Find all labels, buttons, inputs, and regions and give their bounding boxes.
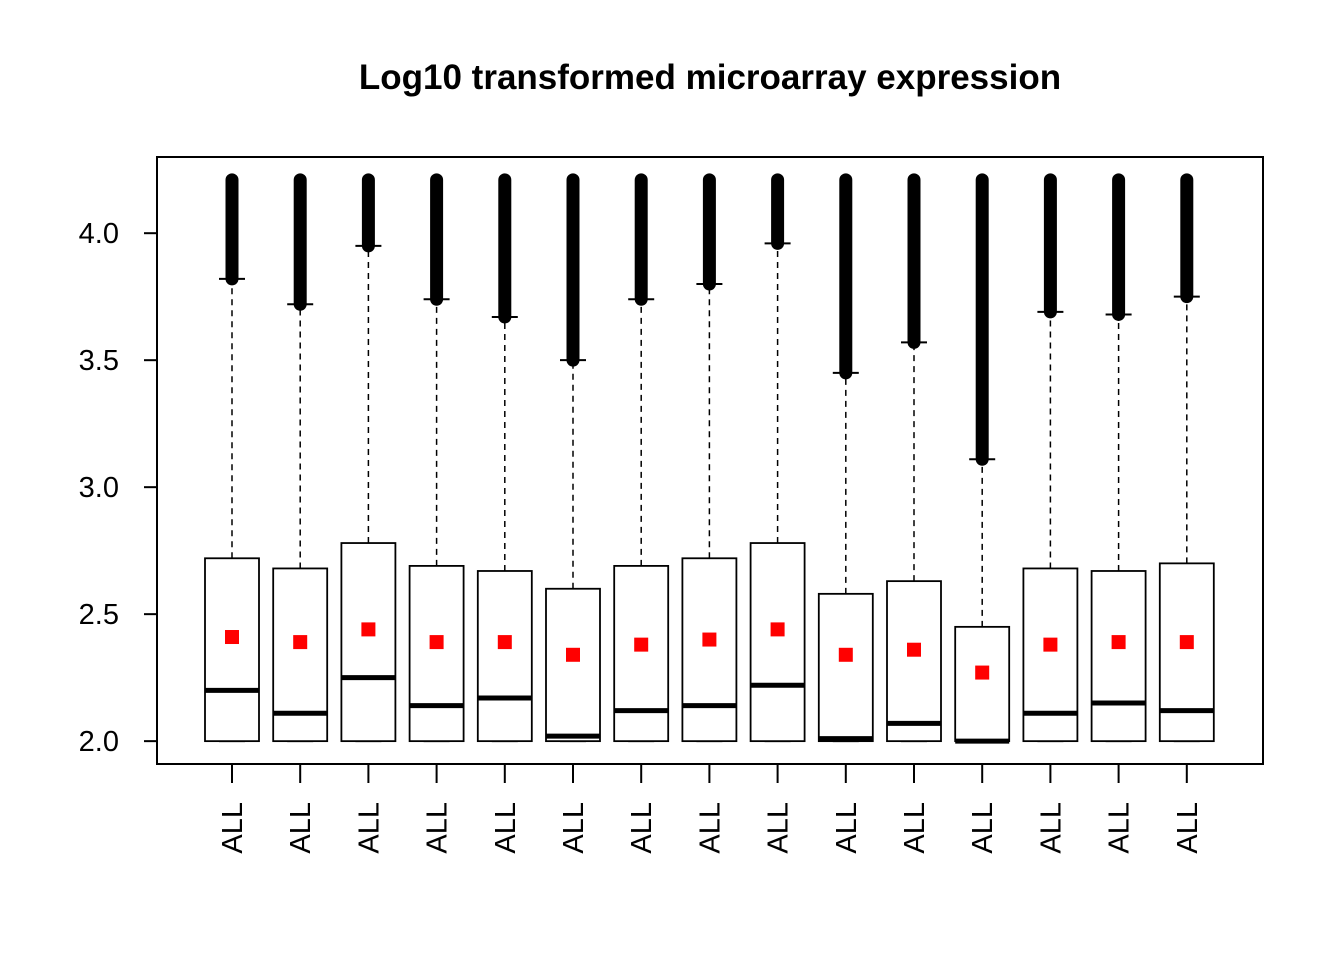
box-group (1158, 173, 1215, 743)
x-tick-label: ALL (899, 802, 931, 854)
y-tick-label: 4.0 (79, 218, 119, 250)
box-group (408, 173, 465, 743)
y-axis: 2.0 2.5 3.0 3.5 4.0 (79, 218, 158, 758)
x-tick-label: ALL (694, 802, 726, 854)
x-tick-label: ALL (1172, 802, 1204, 854)
box-group (817, 173, 874, 743)
box-group (340, 173, 397, 743)
mean-marker (634, 637, 649, 652)
x-tick-label: ALL (831, 802, 863, 854)
box-rect (545, 587, 601, 743)
box-group (272, 173, 329, 743)
mean-marker (770, 622, 785, 637)
box-rect (1090, 570, 1147, 743)
x-tick-label: ALL (626, 802, 658, 854)
box-group (476, 173, 533, 743)
box-rect (340, 542, 397, 743)
box-rect (613, 564, 670, 743)
box-rect (886, 580, 942, 743)
x-tick-label: ALL (558, 802, 590, 854)
box-group (749, 173, 806, 743)
box-rect (408, 564, 465, 743)
box-group (545, 173, 601, 743)
box-group (1090, 173, 1147, 743)
x-tick-label: ALL (285, 802, 317, 854)
mean-marker (225, 630, 239, 645)
box-rect (1158, 562, 1215, 743)
x-tick-label: ALL (217, 802, 249, 854)
x-axis: ALL ALL ALL ALL ALL ALL ALL ALL ALL ALL ALL ALL ALL A… (217, 763, 1204, 854)
boxes (204, 173, 1215, 744)
box-rect (749, 542, 806, 743)
mean-marker (361, 622, 376, 637)
box-group (613, 173, 670, 743)
y-tick-label: 2.5 (79, 599, 119, 631)
x-tick-label: ALL (1104, 802, 1136, 854)
box-group (1022, 173, 1079, 743)
box-rect (204, 557, 260, 743)
mean-marker (907, 642, 921, 657)
mean-marker (566, 647, 580, 662)
mean-marker (293, 635, 308, 650)
box-group (204, 173, 260, 743)
x-tick-label: ALL (490, 802, 522, 854)
y-tick-label: 2.0 (79, 726, 119, 758)
box-rect (817, 592, 874, 743)
mean-marker (429, 635, 444, 650)
box-rect (681, 557, 738, 743)
mean-marker (1043, 637, 1058, 652)
mean-marker (1111, 635, 1126, 650)
x-tick-label: ALL (353, 802, 385, 854)
y-tick-label: 3.0 (79, 472, 119, 504)
box-group (954, 173, 1011, 744)
x-tick-label: ALL (967, 802, 999, 854)
box-group (886, 173, 942, 743)
x-tick-label: ALL (1035, 802, 1067, 854)
mean-marker (975, 665, 990, 680)
y-tick-label: 3.5 (79, 345, 119, 377)
mean-marker (838, 647, 853, 662)
box-group (681, 173, 738, 743)
x-tick-label: ALL (422, 802, 454, 854)
mean-marker (497, 635, 512, 650)
chart-title: Log10 transformed microarray expression (358, 58, 1062, 97)
mean-marker (702, 632, 717, 647)
box-rect (954, 625, 1011, 743)
mean-marker (1179, 635, 1194, 650)
box-rect (476, 570, 533, 743)
x-tick-label: ALL (763, 802, 795, 854)
